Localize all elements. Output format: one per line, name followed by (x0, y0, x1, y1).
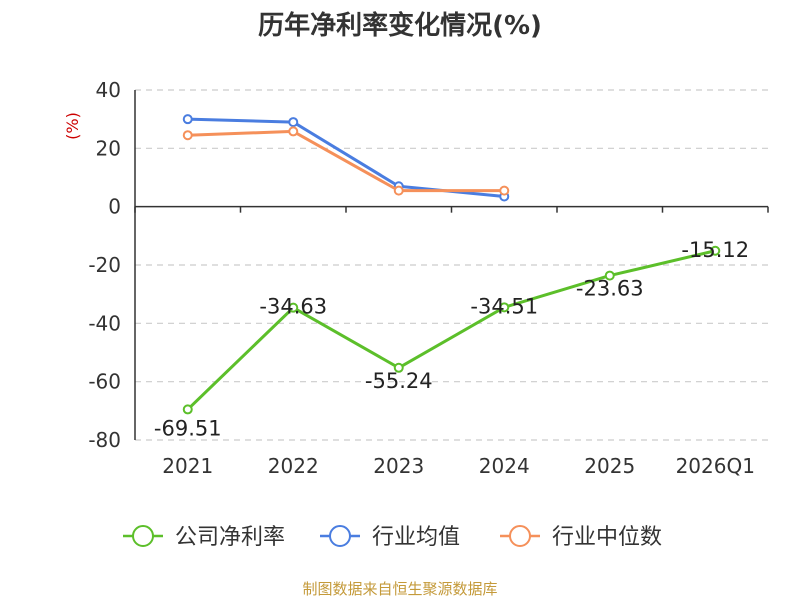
data-point (182, 114, 193, 125)
data-labels: -69.51 -34.63 -55.24 -34.51 -23.63 -15.12 (154, 238, 749, 441)
data-point (288, 126, 299, 137)
data-label: -34.51 (470, 294, 538, 318)
data-point (288, 117, 299, 128)
y-tick-label: -40 (88, 311, 121, 335)
data-point (393, 362, 404, 373)
data-label: -34.63 (259, 295, 327, 319)
y-tick-label: 0 (108, 195, 121, 219)
data-point (604, 270, 615, 281)
data-label: -69.51 (154, 416, 222, 440)
y-tick-label: 40 (96, 78, 121, 102)
series-line (187, 129, 505, 193)
legend-label: 行业均值 (372, 525, 460, 550)
x-tick-label: 2024 (479, 454, 530, 478)
legend: 公司净利率 行业均值 行业中位数 (123, 525, 662, 550)
legend-label: 公司净利率 (175, 525, 285, 550)
series-line (186, 249, 716, 411)
x-tick-label: 2023 (373, 454, 424, 478)
x-tick-label: 2021 (162, 454, 213, 478)
y-tick-label: -80 (88, 428, 121, 452)
data-point (182, 130, 193, 141)
data-label: -23.63 (576, 277, 644, 301)
data-point (710, 245, 721, 256)
data-point (288, 302, 299, 313)
legend-marker (509, 525, 531, 547)
chart-title: 历年净利率变化情况(%) (258, 10, 542, 41)
data-label: -55.24 (365, 369, 433, 393)
y-axis-label: (%) (63, 112, 82, 140)
data-point (182, 404, 193, 415)
series-lines (182, 114, 721, 415)
data-point (499, 302, 510, 313)
y-tick-label: -60 (88, 370, 121, 394)
legend-marker (329, 525, 351, 547)
legend-label: 行业中位数 (552, 525, 662, 550)
y-tick-label: 20 (96, 136, 121, 160)
x-tick-label: 2026Q1 (676, 454, 755, 478)
source-note: 制图数据来自恒生聚源数据库 (302, 580, 497, 598)
data-point (499, 185, 510, 196)
x-tick-label: 2025 (584, 454, 635, 478)
series-line (187, 117, 505, 198)
legend-marker (132, 525, 154, 547)
data-point (393, 185, 404, 196)
data-label: -15.12 (681, 238, 749, 262)
grid-lines (135, 89, 768, 441)
axes: 40 20 0 -20 -40 -60 -80 2021 2022 2023 2024 2025 202… (88, 78, 769, 478)
x-tick-label: 2022 (268, 454, 319, 478)
y-tick-label: -20 (88, 253, 121, 277)
